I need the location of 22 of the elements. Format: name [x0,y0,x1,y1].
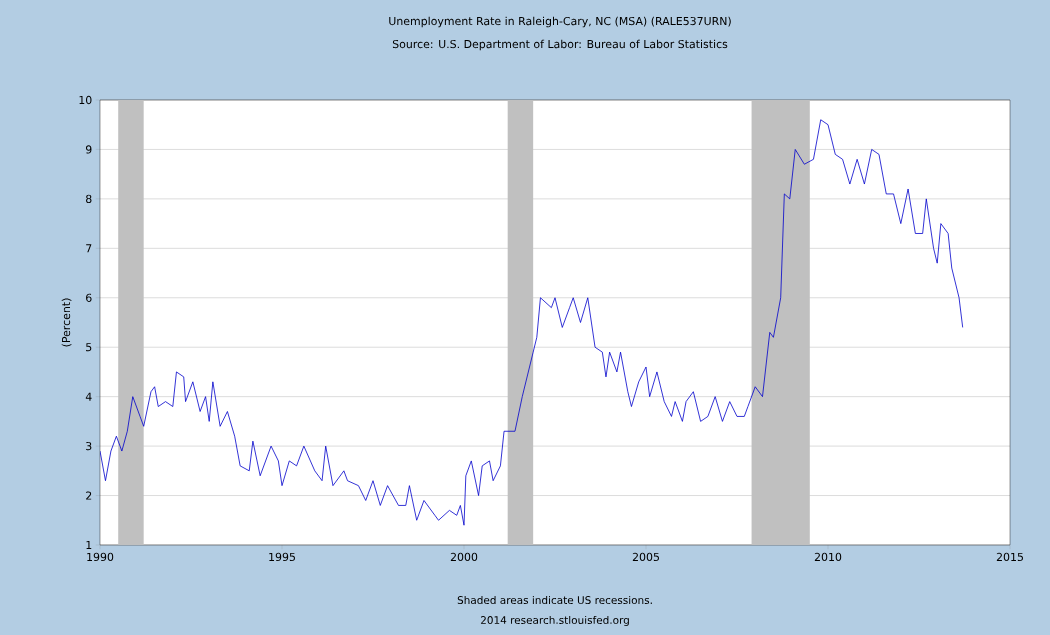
text: Shaded areas indicate US recessions. [457,595,652,605]
y-tick-label: 9 [85,145,92,154]
y-tick-label: 2 [86,491,92,500]
y-tick-label: 6 [86,293,92,302]
x-tick-label: 1995 [269,552,295,562]
x-tick-label: 2010 [814,552,842,562]
chart-subtitle: Source: U.S. Department of Labor: Bureau of Labor Statistics [392,39,728,51]
y-tick-label: 10 [79,95,92,105]
y-tick-label: 5 [86,343,92,352]
line-series [100,119,964,526]
y-tick-label: 3 [86,441,92,451]
chart-title: Unemployment Rate in Raleigh-Cary, NC (MSA) (RALE537URN) [389,16,731,28]
text: 2014 research.stlouisfed.org [480,615,629,627]
x-tick-label: 2005 [632,552,659,562]
x-tick-label: 2000 [450,552,478,562]
x-tick-label: 1990 [87,552,114,562]
y-tick-label: 4 [85,392,92,401]
y-tick-label: 7 [86,244,92,253]
y-tick-label: 8 [86,194,92,204]
x-tick-label: 2015 [996,552,1023,562]
y-tick-label: 1 [86,540,92,549]
y-axis-title: (Percent) [61,298,72,347]
